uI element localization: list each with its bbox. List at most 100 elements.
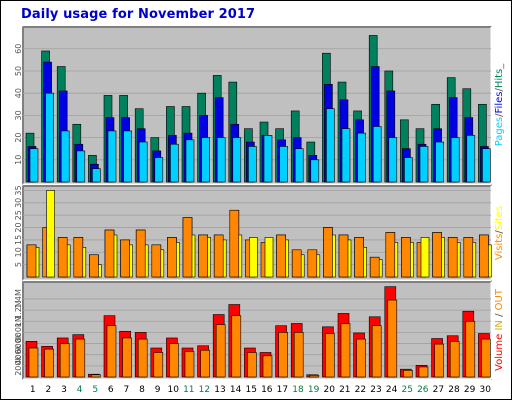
pages-bar [60,130,70,183]
legend-out: OUT [494,288,505,310]
kbout-bar [465,320,476,378]
kbout-bar [231,315,242,378]
x-tick-label: 12 [199,385,210,395]
x-tick-label: 29 [464,385,476,395]
visits-bar-front [89,254,99,278]
visits-bar-front [463,237,474,278]
kbout-bar [169,343,179,378]
visits-bar-front [182,217,193,278]
legend-pages: Pages [494,117,505,146]
kbout-bar [403,370,413,378]
visits-bar-front [276,234,286,278]
visits-bar-front [120,239,130,278]
y-tick-label: 40 [14,88,23,98]
visits-bar-front [229,209,240,278]
chart-title: Daily usage for November 2017 [21,7,256,22]
x-tick-label: 5 [92,385,98,395]
sites-bar [420,237,430,278]
legend-visits-sites: Visits/Sites [494,206,505,260]
x-tick-label: 18 [292,385,304,395]
y-tick-label: 35 [14,185,23,195]
y-tick-label: 800k [14,322,23,342]
legend-sep: / [494,310,505,320]
kbout-bar [418,366,429,378]
x-tick-label: 11 [183,385,194,395]
kbout-bar [247,352,257,378]
pages-bar [154,157,164,183]
pages-bar [263,135,273,183]
x-tick-label: 9 [155,385,161,395]
visits-bar-front [104,229,115,278]
kbout-bar [59,343,70,378]
visits-bar-front [338,234,349,278]
pages-bar [201,137,210,183]
x-tick-label: 15 [245,385,256,395]
legend-in: IN [494,320,505,330]
pages-bar [310,159,320,183]
pages-bar [170,143,179,183]
kbout-bar [325,333,335,378]
pages-bar [76,150,86,183]
y-tick-label: 30 [14,198,23,208]
pages-bar [45,92,54,183]
kbout-bar [28,347,39,378]
x-tick-label: 27 [433,385,444,395]
legend-volume-in-out: Volume IN / OUT [494,288,505,371]
kbout-bar [106,325,117,378]
pages-bar [185,139,195,183]
pages-bar [294,148,304,183]
visits-bar-front [213,234,224,278]
x-tick-label: 21 [339,385,350,395]
pages-bar [107,130,117,183]
sites-bar [264,237,274,278]
visits-bar-front [432,232,442,278]
x-tick-label: 17 [277,385,288,395]
x-tick-label: 26 [417,385,429,395]
kbout-bar [481,338,491,378]
pages-bar [216,137,226,183]
y-tick-label: 60 [14,44,23,54]
sites-bar [46,190,55,278]
kbout-bar [434,343,444,378]
panel-visits-sites: 5 10 15 20 25 30 35 [14,185,492,281]
pages-bar [326,108,335,183]
kbout-bar [356,338,366,378]
pages-bar [248,146,257,183]
pages-bar [419,146,429,183]
legend-files: Files [494,92,505,114]
x-tick-label: 3 [61,385,67,395]
pages-bar [279,146,288,183]
pages-bar [138,141,148,183]
kbout-bar [371,325,382,378]
x-tick-label: 16 [261,385,273,395]
kbout-bar [215,324,226,378]
legend-sites: Sites [494,206,505,230]
x-tick-label: 25 [401,385,412,395]
y-tick-label: 1.4M [14,289,23,309]
visits-bar-front [167,237,177,278]
y-tick-label: 15 [14,235,23,245]
y-tick-label: 10 [14,155,23,165]
visits-bar-front [291,249,302,278]
visits-bar-front [57,237,68,278]
kbout-bar [262,355,273,378]
visits-bar-front [323,227,333,278]
pages-bar [435,141,444,183]
visits-bar-front [73,237,84,278]
x-tick-label: 6 [108,385,114,395]
kbout-bar [75,338,86,378]
pages-bar [482,148,491,183]
pages-bar [92,168,101,183]
legend-volume: Volume [494,334,505,371]
legend-visits: Visits [494,234,505,261]
x-tick-label: 13 [214,385,225,395]
y-tick-label: 20 [14,132,23,142]
panel-volume-bg [22,281,492,380]
pages-bar [232,137,242,183]
x-tick-label: 4 [77,385,83,395]
y-tick-label: 25 [14,210,23,220]
kbout-bar [200,349,210,378]
